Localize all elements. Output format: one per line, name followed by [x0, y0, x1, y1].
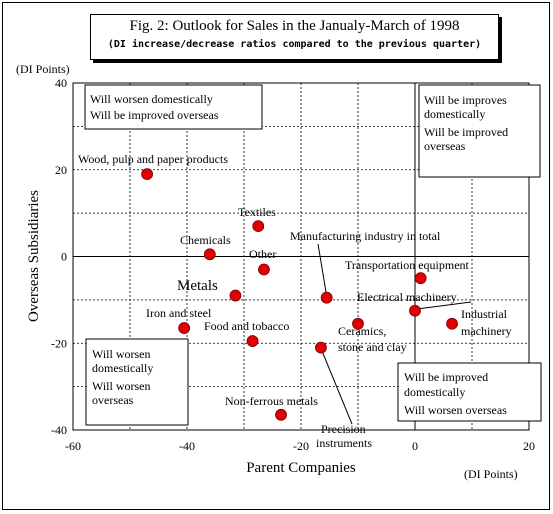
- note-line: domestically: [92, 361, 153, 375]
- note-line: Will be improved: [424, 125, 508, 139]
- data-point: [414, 272, 427, 285]
- y-tick-label: -40: [51, 423, 67, 437]
- point-label: Non-ferrous metals: [225, 394, 318, 408]
- point-label: instruments: [316, 436, 372, 450]
- point-labels: Wood, pulp and paper products Textiles Che…: [78, 152, 512, 450]
- leader-line-precision: [321, 350, 353, 425]
- data-point: [229, 289, 242, 302]
- point-label: Wood, pulp and paper products: [78, 152, 228, 166]
- note-line: domestically: [404, 385, 465, 399]
- point-label: Metals: [177, 278, 218, 294]
- note-line: Will worsen: [92, 379, 151, 393]
- point-label: Other: [249, 247, 276, 261]
- data-point: [252, 220, 265, 233]
- note-line: Will worsen: [92, 347, 151, 361]
- point-label: Textiles: [238, 205, 276, 219]
- data-point: [141, 168, 154, 180]
- quadrant-note-top-right: Will be improves domestically Will be im…: [418, 84, 541, 178]
- point-label: Chemicals: [180, 233, 231, 247]
- data-point: [315, 341, 327, 354]
- chart-subtitle: (DI increase/decrease ratios compared to…: [107, 39, 482, 50]
- point-label: Industrial: [461, 307, 508, 321]
- point-label: stone and clay: [338, 340, 407, 354]
- note-line: Will worsen overseas: [404, 403, 507, 417]
- x-axis-label: Parent Companies: [246, 460, 356, 476]
- point-label: machinery: [461, 324, 512, 338]
- y-tick-label: 40: [55, 76, 67, 90]
- x-tick-label: -20: [293, 439, 309, 453]
- data-point: [320, 291, 333, 304]
- note-line: domestically: [424, 107, 485, 121]
- note-line: Will be improves: [424, 93, 507, 107]
- data-point: [446, 317, 458, 330]
- data-point: [246, 335, 259, 347]
- point-label: Manufacturing industry in total: [290, 229, 441, 243]
- point-label: Electrical machinery: [357, 290, 457, 304]
- quadrant-note-bottom-left: Will worsen domestically Will worsen ove…: [85, 338, 189, 426]
- data-point: [352, 317, 364, 330]
- note-line: overseas: [92, 393, 134, 407]
- leader-line-electrical: [416, 301, 472, 310]
- note-line: overseas: [424, 139, 466, 153]
- x-unit-label: (DI Points): [464, 467, 518, 481]
- note-line: Will be improved: [404, 370, 488, 384]
- data-point: [178, 322, 191, 334]
- chart-title: Fig. 2: Outlook for Sales in the Janualy…: [129, 18, 460, 34]
- point-label: Iron and steel: [146, 306, 212, 320]
- figure-frame: [2, 2, 550, 510]
- y-tick-label: 0: [61, 250, 67, 264]
- quadrant-note-bottom-right: Will be improved domestically Will worse…: [397, 362, 542, 422]
- data-point: [409, 304, 421, 317]
- title-box: Fig. 2: Outlook for Sales in the Janualy…: [90, 14, 499, 60]
- x-tick-label: 0: [412, 439, 418, 453]
- data-points: [141, 168, 458, 421]
- x-tick-label: -60: [65, 439, 81, 453]
- x-tick-label: 20: [523, 439, 535, 453]
- y-unit-label: (DI Points): [16, 62, 70, 76]
- y-tick-label: 20: [55, 163, 67, 177]
- leader-line-manufacturing: [317, 243, 327, 293]
- tick-labels: -60 -40 -20 0 20 40 20 0 -20 -40: [51, 76, 535, 453]
- y-axis-label: Overseas Subsidiaries: [26, 190, 42, 322]
- point-label: Ceramics,: [338, 324, 386, 338]
- point-label: Transportation equipment: [345, 258, 470, 272]
- data-point: [203, 248, 216, 261]
- data-point: [275, 408, 287, 421]
- note-line: Will worsen domestically: [90, 92, 213, 106]
- x-tick-label: -40: [179, 439, 195, 453]
- note-line: Will be improved overseas: [90, 108, 219, 122]
- data-point: [258, 263, 270, 276]
- point-label: Food and tobacco: [204, 319, 289, 333]
- quadrant-note-top-left: Will worsen domestically Will be improve…: [84, 84, 263, 130]
- point-label: Precision: [321, 422, 366, 436]
- y-tick-label: -20: [51, 336, 67, 350]
